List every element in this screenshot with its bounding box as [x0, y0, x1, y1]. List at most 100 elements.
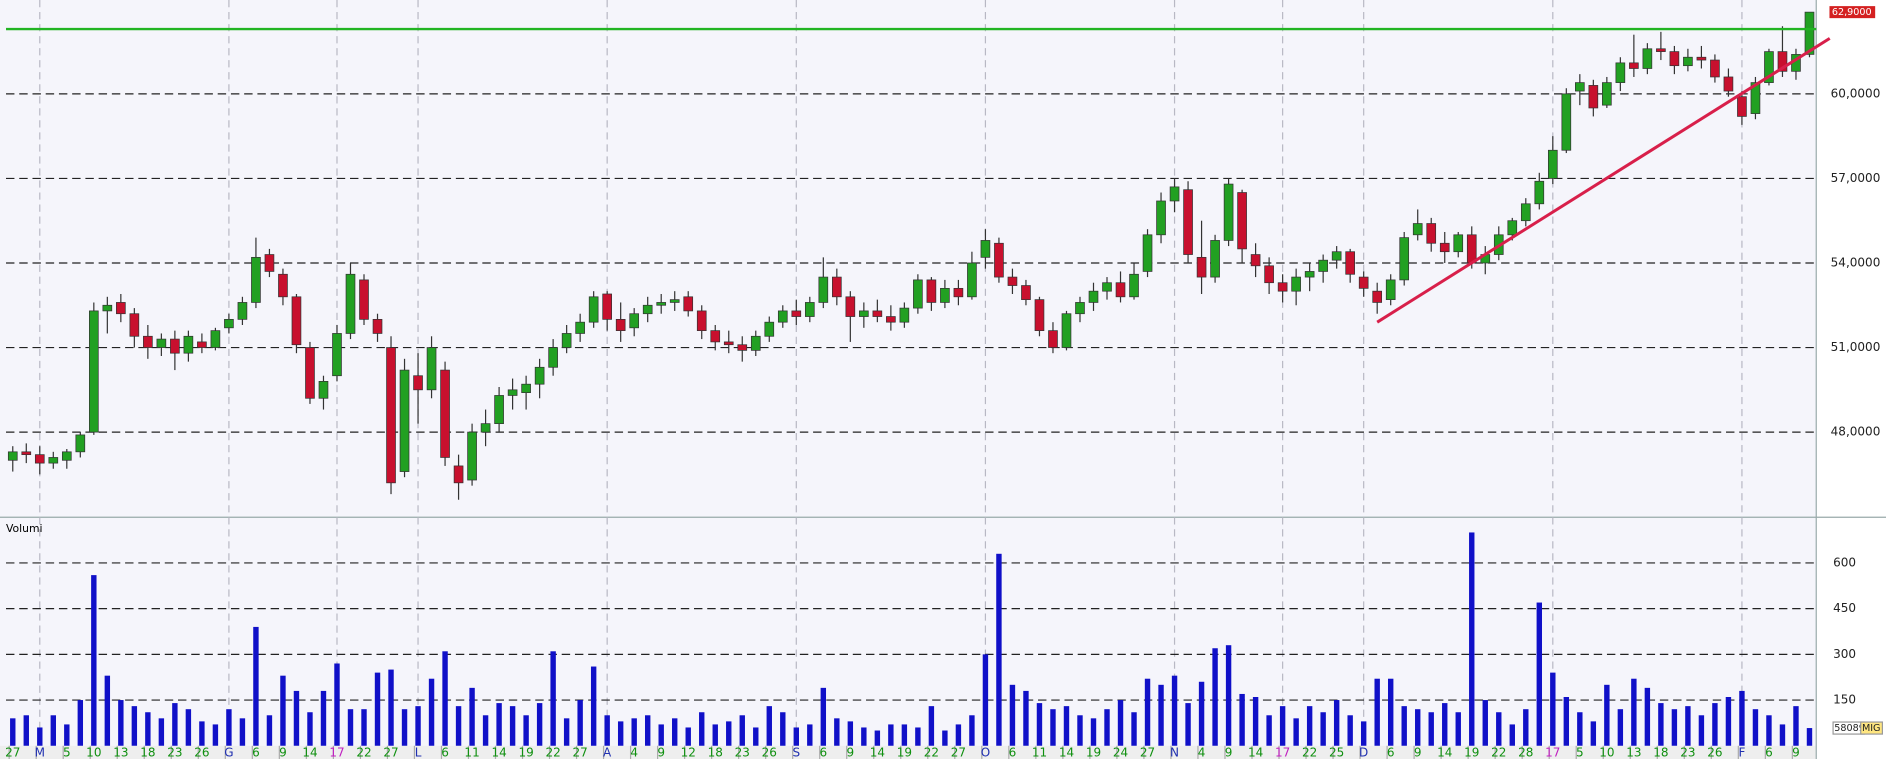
volume-bar: [847, 721, 854, 746]
volume-bar: [1077, 715, 1083, 746]
candle-body: [832, 276, 842, 298]
x-tick-label: 9: [1414, 745, 1422, 759]
candle-body: [116, 302, 126, 315]
candle-body: [615, 318, 626, 331]
x-tick-label: 26: [762, 745, 777, 759]
candle-body: [1007, 276, 1018, 286]
volume-bar: [347, 709, 354, 746]
candle-body: [629, 313, 640, 329]
volume-bar: [1698, 715, 1705, 746]
volume-bar: [1374, 678, 1380, 746]
volume-bar: [1415, 709, 1421, 746]
candle-body: [1683, 56, 1693, 67]
candle-body: [507, 389, 518, 396]
candle-body: [1575, 82, 1585, 92]
volume-bar: [1604, 684, 1610, 746]
volume-bar: [239, 718, 246, 746]
x-tick-label: A: [603, 745, 612, 759]
volume-bar: [1036, 703, 1043, 746]
volume-bar: [104, 675, 111, 746]
candle-body: [1615, 62, 1626, 83]
candle-body: [1331, 251, 1342, 261]
candle-body: [1723, 76, 1734, 92]
x-tick-label: 18: [708, 745, 723, 759]
x-tick-label: 17: [1275, 745, 1290, 759]
x-tick-label: 22: [1491, 745, 1506, 759]
candle-body: [494, 395, 504, 425]
candle-body: [656, 302, 667, 306]
x-tick-label: 9: [847, 745, 855, 759]
candle-body: [1466, 234, 1477, 264]
x-tick-label: 9: [279, 745, 287, 759]
candle-body: [1696, 56, 1707, 61]
x-tick-label: D: [1359, 745, 1368, 759]
candle-body: [1534, 180, 1545, 205]
candle-body: [21, 451, 32, 456]
candle-body: [764, 321, 775, 337]
x-tick-label: 19: [518, 745, 533, 759]
x-tick-label: 14: [1059, 745, 1074, 759]
volume-bar: [793, 727, 799, 746]
x-tick-label: 27: [5, 745, 20, 759]
x-tick-label: 23: [167, 745, 182, 759]
candle-body: [156, 338, 167, 348]
candle-body: [1561, 93, 1572, 151]
x-tick-label: 5: [63, 745, 71, 759]
x-tick-label: 9: [657, 745, 665, 759]
volume-bar: [996, 553, 1002, 746]
y-tick-label: 600: [1833, 555, 1856, 569]
candle-body: [102, 304, 113, 312]
volume-bar: [509, 706, 516, 746]
volume-bar: [374, 672, 381, 746]
volume-bar: [37, 727, 43, 746]
badge-label: MIG: [1862, 723, 1881, 734]
volume-bar: [536, 703, 543, 746]
candle-body: [588, 296, 599, 323]
candle-body: [1412, 223, 1423, 236]
x-tick-label: 14: [1437, 745, 1452, 759]
candle-body: [859, 310, 869, 317]
y-tick-label: 60,0000: [1831, 86, 1881, 100]
volume-bar: [834, 718, 840, 746]
x-tick-label: 19: [897, 745, 912, 759]
volume-bar: [617, 721, 624, 746]
volume-bar: [212, 724, 219, 746]
candle-body: [696, 310, 707, 331]
candle-body: [791, 310, 802, 317]
candle-body: [143, 335, 153, 348]
candle-body: [183, 335, 194, 354]
volume-bar: [928, 706, 935, 746]
candle-body: [345, 273, 356, 334]
candle-body: [575, 321, 585, 334]
candle-body: [845, 296, 856, 317]
x-tick-label: 6: [1009, 745, 1017, 759]
volume-bar: [1590, 721, 1597, 746]
volume-bar: [1469, 532, 1475, 746]
volume-bar: [780, 712, 786, 746]
volume-bar: [1144, 678, 1151, 746]
candle-body: [426, 347, 437, 391]
x-tick-label: 13: [1626, 745, 1641, 759]
candle-body: [1345, 251, 1355, 275]
candle-body: [1318, 259, 1328, 272]
x-tick-label: 13: [113, 745, 128, 759]
volume-bar: [266, 715, 273, 746]
candle-body: [980, 240, 991, 258]
x-tick-label: 17: [1545, 745, 1560, 759]
volume-bar: [563, 718, 570, 746]
volume-bar: [293, 690, 300, 746]
volume-bar: [1617, 709, 1624, 746]
volume-bar: [172, 703, 178, 746]
volume-bar: [1198, 681, 1205, 746]
candle-body: [237, 302, 248, 320]
volume-bar: [577, 700, 583, 746]
x-tick-label: 25: [1329, 745, 1344, 759]
volume-bar: [361, 709, 367, 746]
volume-bar: [1185, 703, 1191, 746]
x-tick-label: O: [981, 745, 990, 759]
volume-title: Volumi: [6, 522, 43, 535]
x-tick-label: 11: [464, 745, 479, 759]
last-price-box: [1829, 6, 1876, 19]
candle-body: [1250, 254, 1261, 267]
y-tick-label: 450: [1833, 601, 1856, 615]
